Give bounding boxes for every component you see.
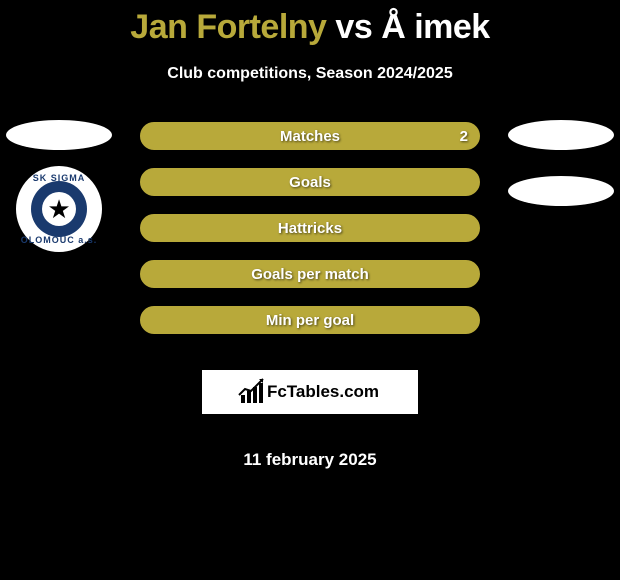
logo-prefix: Fc [267,382,287,401]
placeholder-ellipse [508,120,614,150]
stat-bar-min-per-goal: Min per goal [140,306,480,334]
stat-bar-goals: Goals [140,168,480,196]
logo-text: FcTables.com [267,382,379,402]
left-column: SK SIGMA OLOMOUC a.s. ★ [4,120,114,252]
placeholder-ellipse [6,120,112,150]
stats-column: Matches 2 Goals Hattricks Goals per matc… [140,122,480,470]
badge-inner-circle: ★ [31,181,87,237]
stat-label: Min per goal [142,308,478,332]
logo-rest: Tables.com [287,382,379,401]
stat-bar-matches: Matches 2 [140,122,480,150]
stat-value-right: 2 [460,124,468,148]
fctables-logo: FcTables.com [202,370,418,414]
stat-bar-hattricks: Hattricks [140,214,480,242]
title-player2: Å imek [381,8,490,46]
stat-label: Hattricks [142,216,478,240]
star-icon: ★ [42,192,76,226]
stat-label: Goals [142,170,478,194]
stat-label: Goals per match [142,262,478,286]
stat-bar-goals-per-match: Goals per match [140,260,480,288]
stat-label: Matches [142,124,478,148]
bar-chart-icon [241,381,263,403]
placeholder-ellipse [508,176,614,206]
title-vs: vs [335,8,372,46]
club-badge-sigma: SK SIGMA OLOMOUC a.s. ★ [16,166,102,252]
subtitle: Club competitions, Season 2024/2025 [0,65,620,83]
title-player1: Jan Fortelny [130,8,326,46]
date-text: 11 february 2025 [140,450,480,470]
page-title: Jan Fortelny vs Å imek [0,0,620,47]
right-column [506,120,616,228]
